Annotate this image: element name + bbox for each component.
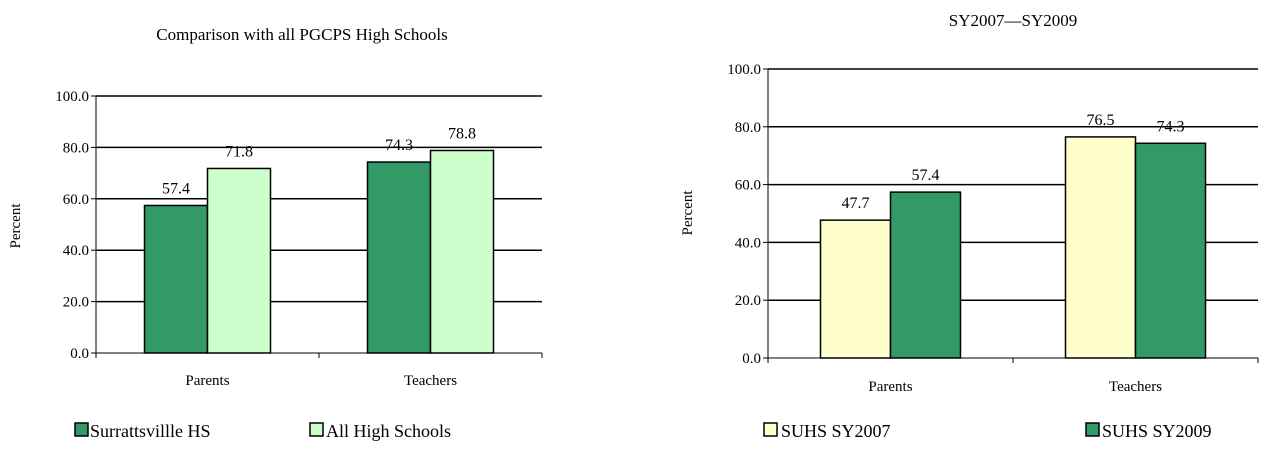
legend-swatch (309, 422, 324, 437)
legend: SUHS SY2007 SUHS SY2009 (763, 421, 1212, 441)
chart-title: SY2007—SY2009 (949, 11, 1077, 30)
legend: Surrattsvillle HS All High Schools (74, 421, 451, 441)
data-labels: 57.4 71.8 74.3 78.8 (162, 125, 476, 197)
data-label: 74.3 (385, 137, 413, 154)
y-tick-label: 0.0 (742, 351, 761, 367)
bar (1064, 136, 1137, 359)
y-tick-label: 100.0 (727, 62, 761, 78)
chart-title: Comparison with all PGCPS High Schools (156, 25, 447, 44)
data-labels: 47.7 57.4 76.5 74.3 (842, 112, 1185, 212)
data-label: 71.8 (225, 143, 253, 160)
x-tick-label: Teachers (404, 373, 457, 389)
legend-label: SUHS SY2009 (1102, 421, 1212, 441)
y-tick-label: 60.0 (63, 192, 89, 208)
legend-label: All High Schools (326, 421, 451, 441)
chart-comparison: Comparison with all PGCPS High Schools P… (8, 25, 543, 441)
bar (429, 149, 495, 354)
y-tick-label: 80.0 (735, 120, 761, 136)
y-tick-label: 100.0 (55, 89, 89, 105)
y-axis-label: Percent (8, 203, 24, 249)
legend-label: SUHS SY2007 (781, 421, 891, 441)
x-tick-label: Parents (868, 379, 912, 395)
bars (819, 136, 1207, 359)
bar (819, 219, 892, 359)
y-tick-label: 40.0 (735, 235, 761, 251)
data-label: 78.8 (448, 125, 476, 142)
data-label: 57.4 (912, 167, 940, 184)
axes: 0.0 20.0 40.0 60.0 80.0 100.0 Parents Teachers (727, 62, 1259, 395)
data-label: 76.5 (1087, 112, 1115, 129)
data-label: 74.3 (1157, 118, 1185, 135)
x-tick-label: Teachers (1109, 379, 1162, 395)
y-tick-label: 0.0 (70, 346, 89, 362)
axes: 0.0 20.0 40.0 60.0 80.0 100.0 Parents Teachers (55, 89, 543, 389)
y-tick-label: 20.0 (735, 293, 761, 309)
y-tick-label: 20.0 (63, 295, 89, 311)
y-axis-label: Percent (680, 190, 696, 236)
y-tick-label: 40.0 (63, 243, 89, 259)
chart-sy2007-sy2009: SY2007—SY2009 Percent 47.7 57.4 76.5 74.3 0… (680, 11, 1259, 441)
y-tick-label: 80.0 (63, 140, 89, 156)
legend-swatch (1085, 422, 1100, 437)
data-label: 47.7 (842, 195, 870, 212)
legend-swatch (763, 422, 778, 437)
bar (143, 204, 209, 354)
y-tick-label: 60.0 (735, 178, 761, 194)
bar (889, 191, 962, 359)
bar (206, 167, 272, 354)
legend-swatch (74, 422, 89, 437)
bar (366, 161, 432, 354)
data-label: 57.4 (162, 180, 190, 197)
legend-label: Surrattsvillle HS (90, 421, 211, 441)
bar (1134, 142, 1207, 359)
bars (143, 149, 495, 354)
x-tick-label: Parents (185, 373, 229, 389)
